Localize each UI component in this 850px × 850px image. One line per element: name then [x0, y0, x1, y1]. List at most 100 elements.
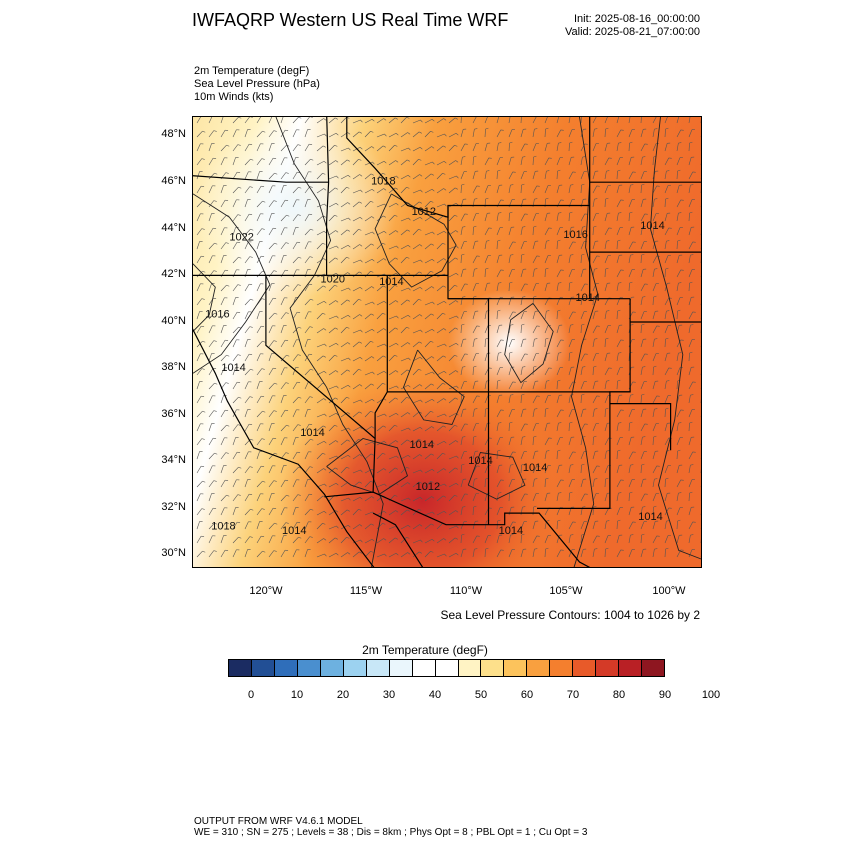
pressure-contour	[467, 452, 526, 500]
pressure-contour	[403, 349, 465, 426]
svg-text:1014: 1014	[499, 525, 523, 537]
pressure-label: 1014	[379, 276, 403, 288]
svg-text:1014: 1014	[300, 427, 324, 439]
lat-label-40n: 40°N	[161, 315, 186, 327]
colorbar-swatch	[274, 660, 298, 676]
svg-text:1016: 1016	[563, 229, 587, 241]
svg-text:1014: 1014	[576, 292, 600, 304]
svg-text:1014: 1014	[523, 462, 547, 474]
pressure-contour	[326, 438, 409, 495]
pressure-label: 1014	[640, 220, 664, 232]
pressure-label: 1014	[410, 439, 434, 451]
lat-label-36n: 36°N	[161, 408, 186, 420]
svg-text:1018: 1018	[371, 176, 395, 188]
pressure-label: 1012	[416, 481, 440, 493]
field-label-temperature: 2m Temperature (degF)	[194, 65, 310, 77]
pressure-label: 1022	[229, 231, 253, 243]
svg-text:1014: 1014	[640, 220, 664, 232]
pressure-label: 1018	[371, 176, 395, 188]
svg-text:1014: 1014	[468, 455, 492, 467]
colorbar-swatch	[435, 660, 459, 676]
lon-label-120w: 120°W	[249, 585, 283, 597]
state-border	[372, 512, 424, 567]
svg-text:1012: 1012	[412, 206, 436, 218]
colorbar-swatch	[573, 660, 597, 676]
lat-label-34n: 34°N	[161, 454, 186, 466]
pressure-contour	[571, 117, 599, 567]
state-border	[324, 491, 591, 567]
state-border	[374, 275, 388, 439]
pressure-label: 1014	[300, 427, 324, 439]
colorbar-swatch	[481, 660, 505, 676]
model-info: OUTPUT FROM WRF V4.6.1 MODEL	[194, 816, 363, 827]
valid-time: Valid: 2025-08-21_07:00:00	[565, 26, 700, 38]
state-border	[537, 298, 631, 509]
pressure-contour	[193, 193, 271, 374]
colorbar-tick-label: 10	[290, 689, 304, 701]
state-border	[193, 328, 375, 567]
init-time: Init: 2025-08-16_00:00:00	[574, 13, 700, 25]
colorbar-swatch	[596, 660, 620, 676]
pressure-contour	[275, 117, 384, 567]
colorbar-swatch	[504, 660, 528, 676]
colorbar-swatch	[458, 660, 482, 676]
svg-text:1022: 1022	[229, 231, 253, 243]
colorbar-swatch	[343, 660, 367, 676]
lat-label-32n: 32°N	[161, 501, 186, 513]
colorbar-tick-label: 70	[566, 689, 580, 701]
pressure-label: 1014	[221, 362, 245, 374]
svg-text:1020: 1020	[321, 273, 345, 285]
state-border	[193, 175, 329, 183]
lat-label-42n: 42°N	[161, 268, 186, 280]
pressure-contour	[374, 193, 457, 288]
pressure-contour	[504, 303, 554, 384]
svg-text:1014: 1014	[221, 362, 245, 374]
pressure-label: 1014	[499, 525, 523, 537]
pressure-label: 1014	[468, 455, 492, 467]
lat-label-30n: 30°N	[161, 547, 186, 559]
pressure-label: 1014	[523, 462, 547, 474]
colorbar-swatch	[527, 660, 551, 676]
colorbar-tick-label: 50	[474, 689, 488, 701]
state-border	[265, 275, 376, 493]
temperature-colorbar	[228, 659, 665, 677]
svg-text:1014: 1014	[410, 439, 434, 451]
lat-label-46n: 46°N	[161, 175, 186, 187]
pressure-label: 1016	[205, 308, 229, 320]
pressure-label: 1018	[211, 520, 235, 532]
model-config: WE = 310 ; SN = 275 ; Levels = 38 ; Dis …	[194, 827, 588, 838]
pressure-label: 1014	[282, 525, 306, 537]
svg-text:1018: 1018	[211, 520, 235, 532]
lon-label-100w: 100°W	[652, 585, 686, 597]
pressure-label: 1014	[576, 292, 600, 304]
colorbar-swatch	[229, 660, 252, 676]
pressure-contour	[649, 117, 701, 560]
pressure-label: 1020	[321, 273, 345, 285]
pressure-label: 1016	[563, 229, 587, 241]
colorbar-tick-label: 30	[382, 689, 396, 701]
svg-text:1012: 1012	[416, 481, 440, 493]
colorbar-swatch	[550, 660, 574, 676]
colorbar-swatch	[366, 660, 390, 676]
colorbar-title: 2m Temperature (degF)	[362, 643, 488, 657]
colorbar-tick-label: 40	[428, 689, 442, 701]
colorbar-tick-label: 90	[658, 689, 672, 701]
colorbar-swatch	[619, 660, 643, 676]
pressure-label: 1012	[412, 206, 436, 218]
colorbar-swatch	[297, 660, 321, 676]
state-border	[326, 117, 330, 276]
colorbar-swatch	[642, 660, 665, 676]
colorbar-swatch	[251, 660, 275, 676]
colorbar-tick-label: 0	[247, 689, 255, 701]
map-panel: 1018 1012 1014 1016 1022 1020 1014 1014 1016 1014…	[192, 116, 702, 568]
pressure-label: 1014	[638, 511, 662, 523]
lon-label-115w: 115°W	[349, 585, 383, 597]
lon-label-110w: 110°W	[449, 585, 483, 597]
colorbar-tick-label: 60	[520, 689, 534, 701]
lat-label-44n: 44°N	[161, 222, 186, 234]
colorbar-tick-label: 80	[612, 689, 626, 701]
lat-label-48n: 48°N	[161, 128, 186, 140]
colorbar-swatch	[320, 660, 344, 676]
field-label-pressure: Sea Level Pressure (hPa)	[194, 78, 320, 90]
field-label-winds: 10m Winds (kts)	[194, 91, 274, 103]
